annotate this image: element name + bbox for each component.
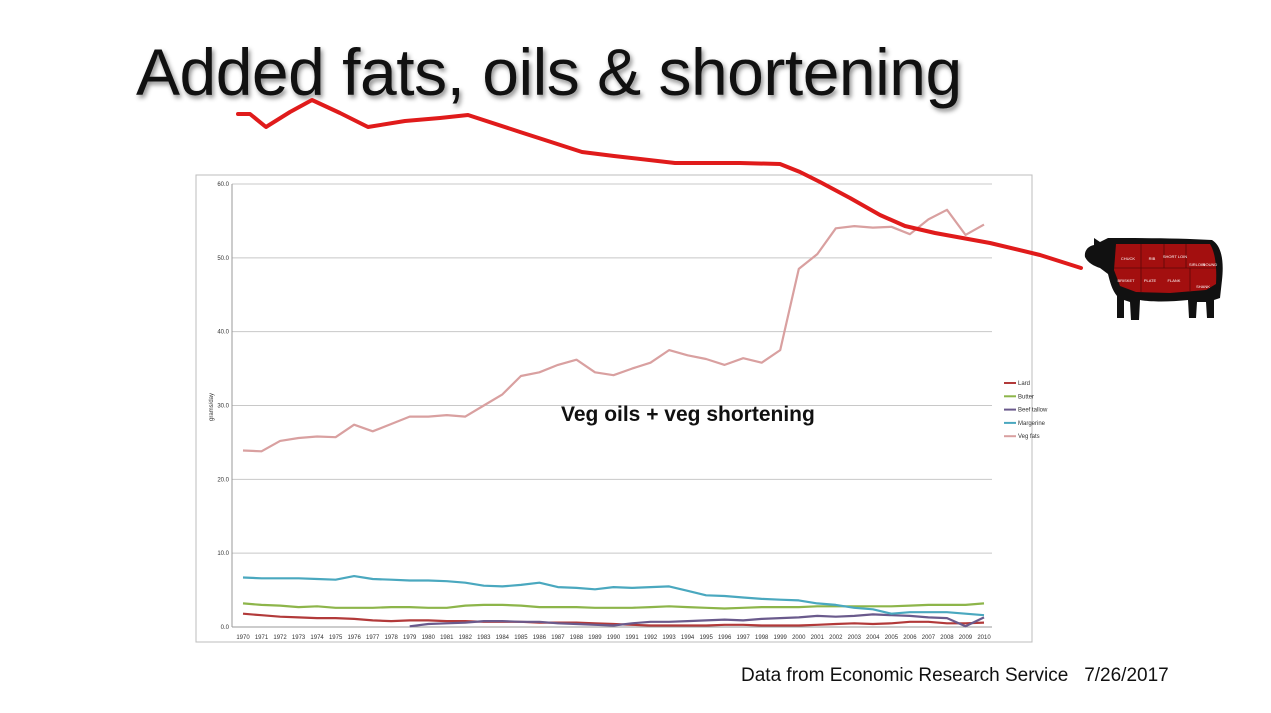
x-tick-label: 1975: [329, 635, 343, 641]
legend: Lard Butter Beef tallow Margerine Veg fats: [1004, 381, 1048, 440]
x-tick-label: 1973: [292, 635, 306, 641]
x-tick-label: 2002: [829, 635, 843, 641]
y-tick-label: 40.0: [217, 330, 229, 336]
x-tick-label: 1990: [607, 635, 621, 641]
x-tick-label: 1985: [514, 635, 528, 641]
footer-source: Data from Economic Research Service 7/26…: [741, 665, 1169, 687]
x-tick-label: 2009: [959, 635, 973, 641]
y-tick-label: 30.0: [217, 404, 229, 410]
slide-title: Added fats, oils & shortening: [136, 35, 962, 109]
legend-label: Veg fats: [1018, 434, 1040, 440]
x-tick-label: 1988: [570, 635, 584, 641]
cow-cut-label: BRISKET: [1117, 278, 1135, 283]
x-tick-label: 2005: [885, 635, 899, 641]
cow-cut-label: ROUND: [1203, 262, 1218, 267]
x-tick-label: 1994: [681, 635, 695, 641]
series-lines: [242, 208, 985, 628]
y-tick-label: 20.0: [217, 477, 229, 483]
y-tick-label: 60.0: [217, 182, 229, 188]
x-tick-label: 2003: [848, 635, 862, 641]
gridlines: [231, 183, 992, 628]
x-tick-label: 1992: [644, 635, 658, 641]
x-tick-label: 1982: [459, 635, 473, 641]
legend-label: Lard: [1018, 381, 1030, 387]
x-tick-label: 1979: [403, 635, 417, 641]
x-tick-label: 1999: [774, 635, 788, 641]
y-tick-labels: 0.0 10.0 20.0 30.0 40.0 50.0 60.0: [217, 182, 229, 631]
x-tick-label: 1971: [255, 635, 269, 641]
series-line-butter: [242, 602, 985, 610]
x-tick-label: 2010: [977, 635, 991, 641]
x-tick-label: 2007: [922, 635, 936, 641]
x-tick-label: 1980: [422, 635, 436, 641]
x-tick-label: 1998: [755, 635, 769, 641]
y-tick-label: 50.0: [217, 256, 229, 262]
x-tick-label: 2006: [903, 635, 917, 641]
x-tick-label: 1977: [366, 635, 380, 641]
cow-cut-label: FLANK: [1168, 278, 1181, 283]
x-tick-label: 1976: [347, 635, 361, 641]
x-tick-label: 1993: [662, 635, 676, 641]
y-tick-label: 10.0: [217, 551, 229, 557]
cow-cut-label: RIB: [1149, 256, 1156, 261]
footer-date: 7/26/2017: [1084, 665, 1169, 686]
cow-cut-label: SIRLOIN: [1189, 262, 1205, 267]
footer-source-text: Data from Economic Research Service: [741, 665, 1069, 686]
y-tick-label: 0.0: [221, 625, 230, 631]
series-line-lard: [242, 612, 985, 627]
y-axis-label: grams/day: [209, 393, 215, 421]
decorative-trend-line: [236, 98, 1083, 270]
x-tick-label: 1978: [385, 635, 399, 641]
x-tick-label: 1986: [533, 635, 547, 641]
x-tick-label: 2000: [792, 635, 806, 641]
series-line-beef-tallow: [409, 613, 985, 628]
x-tick-label: 1987: [551, 635, 565, 641]
x-tick-label: 1991: [625, 635, 639, 641]
x-tick-label: 1970: [236, 635, 250, 641]
series-line-veg-fats: [242, 208, 985, 453]
plot-frame: [195, 174, 1033, 643]
x-tick-label: 1981: [440, 635, 454, 641]
cow-cut-label: CHUCK: [1121, 256, 1136, 261]
x-tick-label: 1997: [736, 635, 750, 641]
x-tick-label: 1996: [718, 635, 732, 641]
x-tick-label: 1972: [273, 635, 287, 641]
x-tick-label: 1983: [477, 635, 491, 641]
x-tick-label: 1989: [588, 635, 602, 641]
x-tick-label: 2004: [866, 635, 880, 641]
chart-annotation: Veg oils + veg shortening: [561, 403, 815, 426]
x-tick-label: 2008: [940, 635, 954, 641]
x-tick-label: 1974: [310, 635, 324, 641]
legend-label: Butter: [1018, 394, 1034, 400]
cow-cut-label: SHANK: [1196, 284, 1210, 289]
series-line-margerine: [242, 575, 985, 617]
cow-cut-label: PLATE: [1144, 278, 1157, 283]
x-tick-label: 1984: [496, 635, 510, 641]
legend-label: Beef tallow: [1018, 408, 1048, 414]
x-tick-label: 1995: [699, 635, 713, 641]
x-tick-label: 2001: [811, 635, 825, 641]
legend-label: Margerine: [1018, 421, 1046, 427]
cow-cut-label: SHORT LOIN: [1163, 254, 1187, 259]
x-tick-labels: 1970 1971 1972 1973 1974 1975 1976 1977 1978 1979…: [236, 635, 991, 641]
